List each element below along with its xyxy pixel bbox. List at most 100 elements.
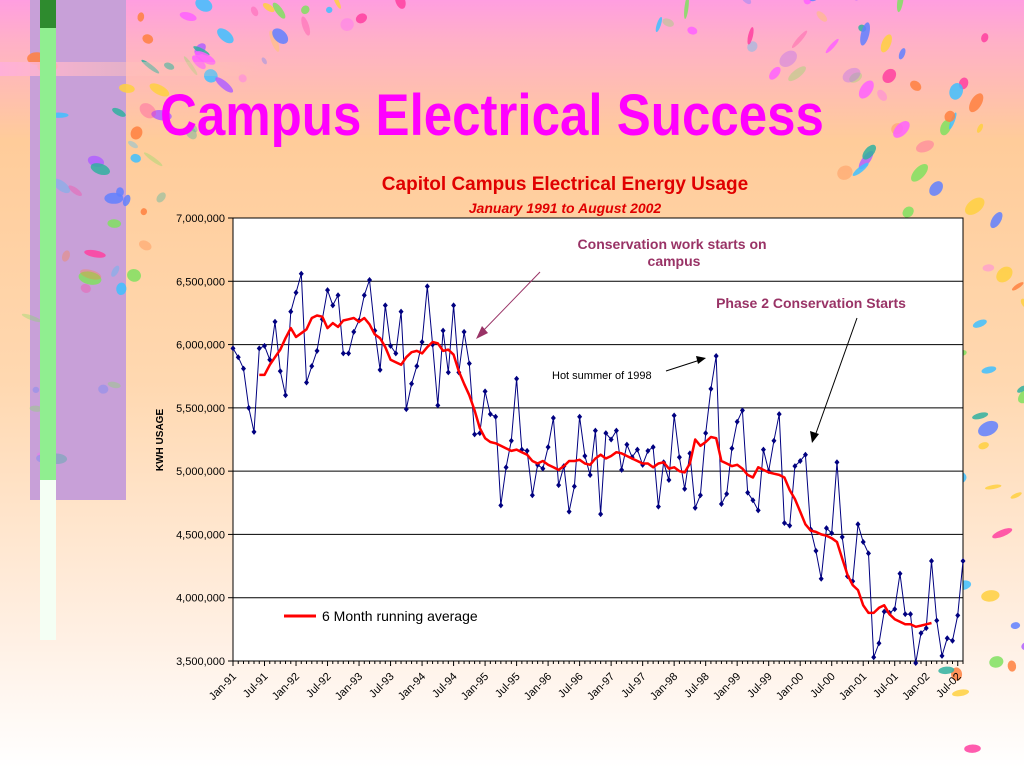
texture-blob bbox=[989, 656, 1004, 668]
texture-blob bbox=[140, 208, 148, 216]
texture-blob bbox=[112, 107, 126, 117]
texture-blob bbox=[355, 13, 368, 24]
data-point bbox=[718, 501, 724, 508]
texture-blob bbox=[272, 28, 289, 44]
data-point bbox=[466, 360, 472, 367]
texture-blob bbox=[1011, 282, 1024, 291]
data-point bbox=[955, 612, 961, 619]
texture-blob bbox=[116, 187, 124, 197]
texture-blob bbox=[985, 484, 1002, 490]
texture-blob bbox=[788, 66, 806, 82]
texture-blob bbox=[976, 123, 984, 133]
texture-blob bbox=[684, 0, 689, 19]
data-point bbox=[298, 270, 304, 277]
data-point bbox=[571, 483, 577, 490]
texture-blob bbox=[938, 666, 955, 675]
data-point bbox=[545, 444, 551, 451]
x-tick-label: Jan-95 bbox=[459, 671, 491, 703]
y-axis-ticks: 3,500,000 4,000,000 4,500,000 5,000,000 5,50… bbox=[176, 213, 233, 668]
data-point bbox=[251, 428, 257, 435]
data-point bbox=[692, 504, 698, 511]
x-tick-label: Jan-91 bbox=[207, 671, 239, 703]
texture-blob bbox=[949, 83, 963, 100]
data-point bbox=[760, 446, 766, 453]
data-point bbox=[582, 452, 588, 459]
texture-blob bbox=[116, 282, 127, 296]
data-point bbox=[445, 369, 451, 376]
data-point bbox=[676, 454, 682, 461]
texture-blob bbox=[1020, 298, 1024, 309]
data-point bbox=[734, 418, 740, 425]
data-point bbox=[949, 637, 955, 644]
data-point bbox=[655, 503, 661, 510]
data-point bbox=[923, 625, 929, 632]
data-point bbox=[802, 451, 808, 458]
x-tick-label: Jul-02 bbox=[934, 671, 964, 701]
data-point bbox=[256, 345, 262, 352]
data-point bbox=[577, 413, 583, 420]
x-tick-label: Jul-00 bbox=[808, 671, 838, 701]
data-point bbox=[472, 431, 478, 438]
x-tick-label: Jan-01 bbox=[837, 671, 869, 703]
data-point bbox=[367, 277, 373, 284]
texture-blob bbox=[816, 11, 828, 22]
texture-blob bbox=[877, 89, 888, 101]
data-point bbox=[855, 521, 861, 528]
texture-blob bbox=[215, 77, 234, 93]
y-axis-label: KWH USAGE bbox=[155, 409, 166, 472]
texture-blob bbox=[687, 26, 698, 35]
texture-blob bbox=[189, 123, 198, 133]
data-point bbox=[498, 502, 504, 509]
texture-blob bbox=[944, 110, 956, 122]
texture-blob bbox=[1017, 385, 1024, 393]
data-point bbox=[755, 507, 761, 514]
horizontal-stripe bbox=[0, 62, 260, 76]
texture-blob bbox=[978, 442, 989, 450]
data-point bbox=[703, 430, 709, 437]
data-point bbox=[409, 380, 415, 387]
texture-blob bbox=[122, 194, 131, 207]
texture-blob bbox=[127, 269, 141, 282]
annotation-phase2-text: Phase 2 Conservation Starts bbox=[716, 295, 906, 311]
vertical-stripe-top bbox=[40, 0, 56, 28]
data-point bbox=[892, 606, 898, 613]
data-point bbox=[934, 617, 940, 624]
data-point bbox=[288, 308, 294, 315]
texture-blob bbox=[1007, 660, 1017, 672]
texture-blob bbox=[880, 34, 892, 53]
data-point bbox=[325, 287, 331, 294]
x-tick-label: Jul-97 bbox=[619, 671, 649, 701]
data-point bbox=[876, 640, 882, 647]
data-point bbox=[529, 492, 535, 499]
data-point bbox=[314, 347, 320, 354]
data-point bbox=[414, 363, 420, 370]
data-point bbox=[613, 427, 619, 434]
data-point bbox=[351, 328, 357, 335]
x-tick-label: Jul-92 bbox=[304, 671, 334, 701]
texture-blob bbox=[896, 0, 904, 13]
texture-blob bbox=[964, 744, 981, 753]
annotation-phase2: Phase 2 Conservation Starts bbox=[716, 295, 906, 443]
data-point bbox=[304, 379, 310, 386]
data-point bbox=[246, 404, 252, 411]
texture-blob bbox=[68, 185, 82, 197]
data-point bbox=[540, 465, 546, 472]
running-average-series bbox=[259, 314, 932, 629]
x-tick-label: Jan-93 bbox=[333, 671, 365, 703]
texture-blob bbox=[138, 240, 152, 251]
legend-label: 6 Month running average bbox=[322, 608, 478, 624]
texture-blob bbox=[1018, 386, 1024, 404]
texture-blob bbox=[262, 3, 275, 13]
data-point bbox=[645, 447, 651, 454]
data-point bbox=[277, 368, 283, 375]
annotation-arrowhead-1 bbox=[476, 326, 488, 339]
data-point bbox=[393, 350, 399, 357]
x-tick-label: Jan-02 bbox=[900, 671, 932, 703]
data-point bbox=[713, 352, 719, 359]
texture-blob bbox=[119, 83, 135, 93]
x-tick-label: Jul-94 bbox=[430, 671, 460, 701]
texture-blob bbox=[301, 16, 311, 36]
texture-blob bbox=[151, 109, 172, 121]
data-point bbox=[787, 522, 793, 529]
